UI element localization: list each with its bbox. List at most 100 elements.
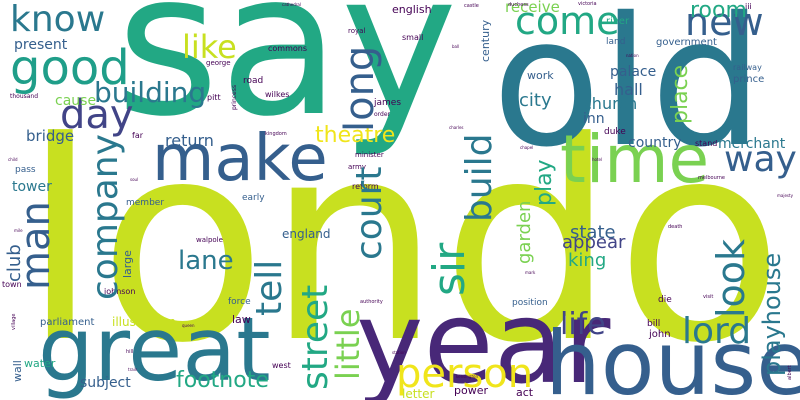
word-parliament: parliament	[40, 317, 95, 328]
word-hill: hill	[126, 349, 134, 355]
word-train: train	[128, 367, 138, 372]
word-illustration: illustration	[112, 315, 176, 329]
word-force: force	[228, 297, 251, 307]
word-sir: sir	[424, 242, 475, 296]
word-victoria: victoria	[578, 1, 597, 7]
word-make: make	[152, 122, 328, 196]
word-present: present	[14, 37, 68, 53]
word-thousand: thousand	[10, 93, 39, 100]
word-water: water	[24, 357, 56, 370]
word-stand: stand	[695, 139, 718, 148]
word-old: old	[492, 0, 764, 186]
word-town: town	[2, 280, 22, 289]
word-palace: palace	[610, 64, 657, 80]
word-death: death	[668, 224, 683, 230]
word-chapel: chapel	[520, 145, 534, 150]
word-cathedral: cathedral	[282, 2, 301, 7]
word-house: house	[545, 312, 800, 400]
word-look: look	[709, 238, 753, 318]
word-country: country	[628, 135, 682, 151]
word-tower: tower	[12, 179, 52, 195]
word-club: club	[4, 244, 25, 282]
word-way: way	[724, 139, 797, 180]
word-majesty: majesty	[777, 193, 793, 198]
word-act: act	[516, 386, 534, 399]
word-appear: appear	[562, 232, 626, 253]
word-room: room	[690, 0, 747, 23]
word-kingdom: kingdom	[265, 131, 287, 137]
word-bridge: bridge	[26, 127, 75, 145]
word-village: village	[11, 313, 17, 330]
word-king: king	[568, 250, 607, 271]
word-road: road	[243, 76, 264, 86]
word-land: land	[606, 37, 626, 47]
word-power: power	[454, 384, 488, 397]
word-company: company	[85, 134, 126, 300]
word-john: john	[649, 329, 671, 340]
word-cause: cause	[55, 93, 97, 109]
word-person: person	[396, 351, 534, 397]
word-build: build	[459, 133, 500, 222]
word-hall: hall	[614, 80, 643, 99]
word-lord: lord	[682, 311, 752, 352]
word-place: place	[668, 64, 693, 124]
word-garden: garden	[514, 200, 535, 264]
word-great: great	[38, 298, 271, 400]
word-commons: commons	[268, 44, 308, 53]
word-life: life	[560, 307, 606, 342]
word-tell: tell	[249, 259, 290, 316]
word-station: station	[392, 350, 406, 355]
word-like: like	[182, 28, 237, 66]
word-lane: lane	[178, 246, 234, 276]
word-law: law	[232, 313, 251, 326]
word-melbourne: melbourne	[698, 175, 725, 181]
word-far: far	[132, 131, 144, 140]
word-member: member	[126, 198, 165, 208]
word-time: time	[560, 121, 710, 198]
word-pass: pass	[15, 165, 36, 175]
word-ball: ball	[452, 44, 460, 49]
word-order: order	[374, 111, 390, 118]
word-queen: queen	[182, 323, 195, 328]
word-year: year	[356, 276, 611, 400]
word-charles: charles	[449, 125, 464, 130]
word-work: work	[527, 69, 554, 82]
word-new: new	[685, 0, 764, 44]
word-walpole: walpole	[196, 236, 223, 244]
word-return: return	[165, 131, 214, 150]
word-mile: mile	[14, 228, 23, 233]
word-long: long	[337, 45, 383, 132]
word-minister: minister	[355, 151, 384, 159]
word-england: england	[282, 227, 331, 241]
word-say: say	[116, 0, 458, 160]
word-authority: authority	[360, 299, 383, 305]
word-theatre: theatre	[315, 123, 396, 148]
word-building: building	[94, 76, 207, 109]
word-wall: wall	[11, 360, 24, 382]
word-playhouse: playhouse	[758, 252, 786, 376]
word-state: state	[570, 222, 616, 243]
word-soul: soul	[130, 177, 139, 182]
word-know: know	[10, 0, 106, 40]
word-child: child	[8, 157, 18, 162]
word-city: city	[519, 90, 552, 111]
word-princess: princess	[231, 85, 238, 110]
word-albert: albert	[787, 365, 793, 380]
word-mark: mark	[525, 270, 536, 275]
word-duke: duke	[604, 127, 626, 137]
word-iii: iii	[745, 2, 752, 11]
word-nation: nation	[626, 53, 639, 58]
word-river: river	[606, 16, 630, 27]
word-reform: reform	[352, 182, 379, 191]
word-james: james	[374, 98, 402, 108]
word-little: little	[329, 308, 367, 380]
word-large: large	[121, 250, 134, 278]
word-pitt: pitt	[207, 93, 221, 102]
word-century: century	[479, 19, 492, 62]
word-george: george	[206, 59, 231, 67]
word-day: day	[60, 92, 134, 138]
word-railway: railway	[733, 63, 762, 72]
word-wilkes: wilkes	[265, 90, 290, 99]
word-church: church	[583, 94, 638, 113]
